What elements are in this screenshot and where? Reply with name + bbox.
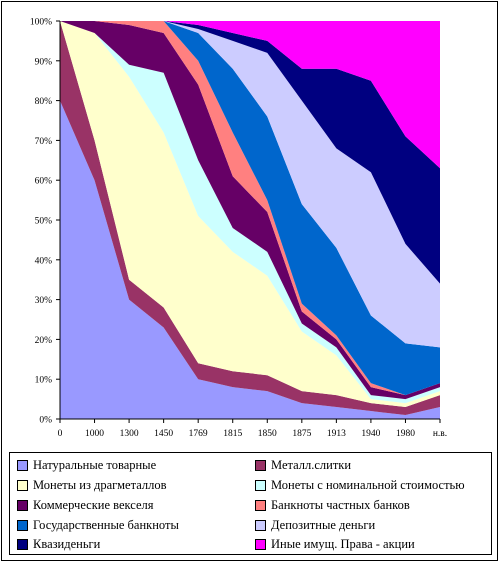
area-series-2 [60,21,440,416]
chart-plot: 0% 10% 20% 30% 40% 50% 60% 70% 80% 90% 100% 0 1000 13… [30,18,447,440]
legend-label: Иные имущ. Права - акции [271,536,415,551]
y-tick-label: 20% [35,336,53,346]
legend-item: Натуральные товарные [17,456,156,474]
y-tick-label: 50% [35,217,53,227]
legend-label: Коммерческие векселя [33,497,154,512]
x-tick-label: 1000 [85,429,104,439]
y-tick-label: 70% [35,137,53,147]
legend-swatch [17,499,28,511]
legend-item: Коммерческие векселя [17,496,154,514]
legend-swatch [17,479,28,491]
legend-label: Натуральные товарные [33,457,157,472]
y-tick-label: 60% [35,177,53,187]
legend-swatch [255,499,266,511]
legend-item: Монеты с номинальной стоимостью [255,476,465,494]
area-series-8 [60,21,440,348]
legend-swatch [255,519,266,531]
x-tick-label: 1300 [120,429,139,439]
legend-label: Квазиденьги [33,536,101,551]
legend-label: Государственные банкноты [33,517,179,532]
legend-label: Депозитные деньги [271,517,376,532]
legend-swatch [255,479,266,491]
legend-item: Монеты из драгметаллов [17,476,167,494]
y-tick-label: 0% [39,416,52,426]
y-tick-label: 90% [35,57,53,67]
y-tick-label: 80% [35,97,53,107]
y-tick-label: 10% [35,376,53,386]
x-tick-label: 1450 [154,429,173,439]
area-series-9 [60,21,440,284]
legend-item: Иные имущ. Права - акции [255,535,415,553]
legend-label: Металл.слитки [271,457,352,472]
legend-label: Банкноты частных банков [271,497,410,512]
x-tick-label: 1875 [292,429,311,439]
area-series-7 [60,21,440,396]
legend-item: Металл.слитки [255,456,351,474]
legend-label: Монеты из драгметаллов [33,477,167,492]
x-tick-label: н.в. [433,429,447,439]
x-tick-label: 1913 [327,429,346,439]
legend-item: Депозитные деньги [255,516,375,534]
area-series-1 [60,100,440,419]
legend-item: Банкноты частных банков [255,496,410,514]
x-tick-label: 1980 [396,429,415,439]
legend-swatch [255,459,266,471]
legend-swatch [17,459,28,471]
area-series-5 [60,21,440,400]
legend-label: Монеты с номинальной стоимостью [271,477,465,492]
y-tick-label: 30% [35,296,53,306]
area-series-3 [60,21,440,408]
legend-swatch [17,538,28,550]
x-tick-label: 1940 [361,429,380,439]
x-tick-label: 1769 [189,429,208,439]
y-tick-label: 100% [30,18,52,28]
chart-legend: Натуральные товарные Металл.слитки Монет… [9,452,492,555]
x-tick-label: 1850 [258,429,277,439]
x-tick-label: 0 [58,429,63,439]
legend-item: Квазиденьги [17,535,100,553]
x-tick-label: 1815 [223,429,242,439]
area-series-4 [60,21,440,404]
legend-swatch [255,538,266,550]
y-tick-label: 40% [35,256,53,266]
legend-item: Государственные банкноты [17,516,179,534]
legend-swatch [17,519,28,531]
area-series-10 [60,21,440,169]
